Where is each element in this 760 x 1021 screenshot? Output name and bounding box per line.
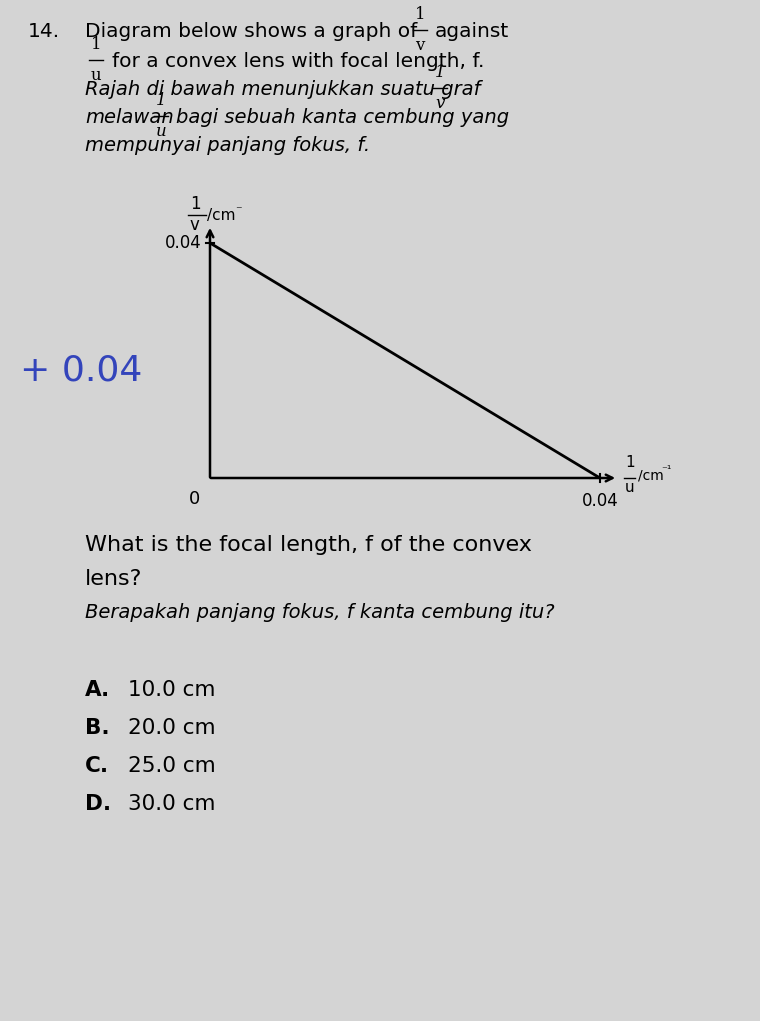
- Text: ⁻: ⁻: [235, 204, 242, 217]
- Text: bagi sebuah kanta cembung yang: bagi sebuah kanta cembung yang: [176, 108, 509, 127]
- Text: 14.: 14.: [28, 22, 60, 41]
- Text: 1: 1: [90, 36, 101, 53]
- Text: /cm: /cm: [207, 207, 236, 223]
- Text: u: u: [156, 123, 166, 140]
- Text: melawan: melawan: [85, 108, 174, 127]
- Text: C.: C.: [85, 756, 109, 776]
- Text: mempunyai panjang fokus, f.: mempunyai panjang fokus, f.: [85, 136, 370, 155]
- Text: 10.0 cm: 10.0 cm: [128, 680, 216, 700]
- Text: 1: 1: [415, 6, 426, 23]
- Text: /cm: /cm: [638, 468, 663, 482]
- Text: v: v: [415, 37, 425, 54]
- Text: u: u: [90, 67, 101, 84]
- Text: 30.0 cm: 30.0 cm: [128, 794, 216, 814]
- Text: + 0.04: + 0.04: [20, 353, 142, 387]
- Text: for a convex lens with focal length, f.: for a convex lens with focal length, f.: [112, 52, 484, 71]
- Text: A.: A.: [85, 680, 110, 700]
- Text: v: v: [190, 216, 200, 234]
- Text: 0.04: 0.04: [165, 234, 202, 252]
- Text: 0.04: 0.04: [581, 492, 619, 510]
- Text: What is the focal length, f of the convex: What is the focal length, f of the conve…: [85, 535, 532, 555]
- Text: lens?: lens?: [85, 569, 142, 589]
- Text: 25.0 cm: 25.0 cm: [128, 756, 216, 776]
- Text: v: v: [435, 95, 445, 112]
- Text: 1: 1: [625, 455, 635, 470]
- Text: Rajah di bawah menunjukkan suatu graf: Rajah di bawah menunjukkan suatu graf: [85, 80, 480, 99]
- Text: 0: 0: [188, 490, 200, 508]
- Text: Berapakah panjang fokus, f kanta cembung itu?: Berapakah panjang fokus, f kanta cembung…: [85, 603, 555, 622]
- Text: ⁻¹: ⁻¹: [661, 465, 671, 475]
- Text: B.: B.: [85, 718, 109, 738]
- Text: 1: 1: [190, 195, 201, 213]
- Text: D.: D.: [85, 794, 111, 814]
- Text: u: u: [625, 480, 635, 495]
- Text: 20.0 cm: 20.0 cm: [128, 718, 216, 738]
- Text: 1: 1: [435, 64, 445, 81]
- Text: Diagram below shows a graph of: Diagram below shows a graph of: [85, 22, 417, 41]
- Text: 1: 1: [156, 92, 166, 109]
- Text: against: against: [435, 22, 509, 41]
